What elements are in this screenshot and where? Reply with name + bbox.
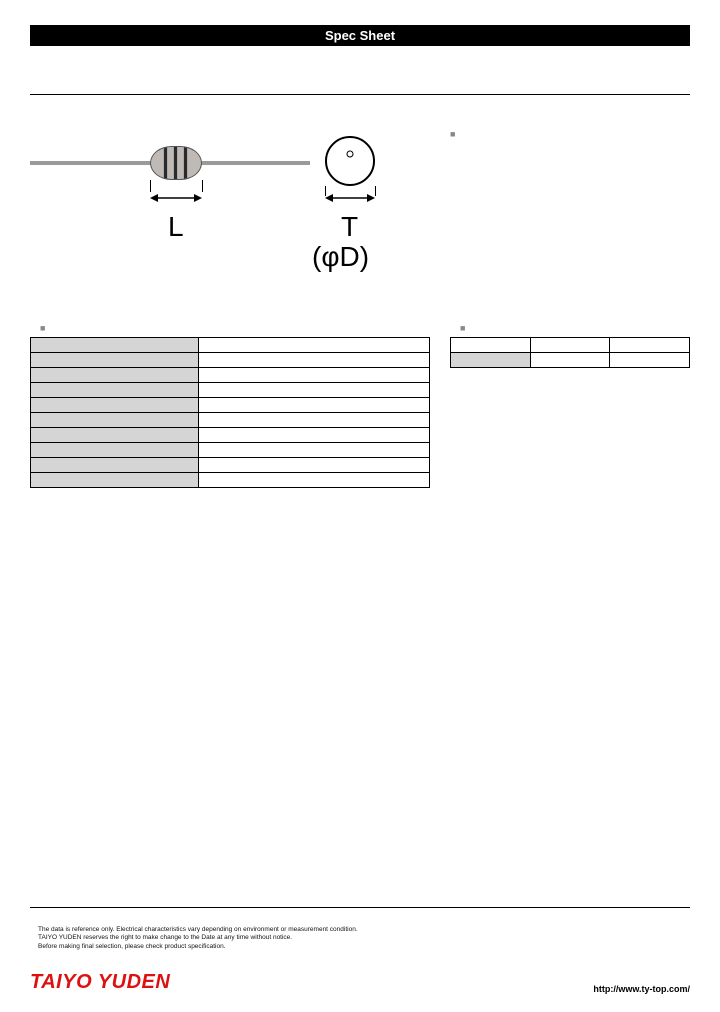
packaging-table bbox=[450, 337, 690, 368]
table-row bbox=[31, 458, 430, 473]
component-body bbox=[150, 146, 202, 180]
cell-val bbox=[198, 338, 429, 353]
dimension-L-arrow bbox=[150, 191, 202, 205]
title-bar: Spec Sheet bbox=[30, 25, 690, 46]
cell-key bbox=[31, 458, 199, 473]
table-row bbox=[31, 428, 430, 443]
cell-header bbox=[451, 338, 531, 353]
cell-key bbox=[31, 398, 199, 413]
upper-row: L T (φD) ■ bbox=[30, 123, 690, 313]
cell-key bbox=[31, 383, 199, 398]
disclaimer-line: Before making final selection, please ch… bbox=[38, 943, 690, 951]
tables-row: ■ ■ bbox=[30, 323, 690, 488]
color-band-3 bbox=[183, 147, 188, 179]
table-row bbox=[31, 338, 430, 353]
electrical-spec-block: ■ bbox=[30, 323, 430, 488]
color-band-2 bbox=[173, 147, 178, 179]
cell-val bbox=[530, 353, 610, 368]
component-diagram: L T (φD) bbox=[30, 123, 430, 313]
disclaimer-text: The data is reference only. Electrical c… bbox=[38, 926, 690, 951]
cell-val bbox=[198, 473, 429, 488]
divider-top bbox=[30, 94, 690, 95]
color-band-1 bbox=[163, 147, 168, 179]
packaging-block: ■ bbox=[450, 323, 690, 488]
cell-val bbox=[198, 413, 429, 428]
disclaimer-line: The data is reference only. Electrical c… bbox=[38, 926, 690, 934]
footer: The data is reference only. Electrical c… bbox=[30, 907, 690, 994]
cell-val bbox=[198, 383, 429, 398]
cell-header bbox=[530, 338, 610, 353]
dimension-spec-block: ■ bbox=[450, 123, 690, 313]
cell-key bbox=[31, 353, 199, 368]
brand-row: TAIYO YUDEN http://www.ty-top.com/ bbox=[30, 971, 690, 994]
cell-key bbox=[31, 338, 199, 353]
cell-key bbox=[31, 443, 199, 458]
cell-key bbox=[31, 428, 199, 443]
label-D: (φD) bbox=[312, 241, 369, 273]
dimension-T-arrow bbox=[325, 191, 375, 205]
electrical-spec-table bbox=[30, 337, 430, 488]
table-row bbox=[31, 473, 430, 488]
bullet-icon: ■ bbox=[40, 323, 430, 333]
tick bbox=[202, 180, 203, 192]
bullet-icon: ■ bbox=[460, 323, 690, 333]
cell-val bbox=[198, 398, 429, 413]
table-row bbox=[31, 368, 430, 383]
table-row bbox=[31, 383, 430, 398]
tick bbox=[375, 186, 376, 196]
table-row bbox=[451, 338, 690, 353]
cell-val bbox=[610, 353, 690, 368]
table-row bbox=[31, 353, 430, 368]
brand-logo: TAIYO YUDEN bbox=[30, 971, 170, 994]
cell-key bbox=[31, 473, 199, 488]
bullet-icon: ■ bbox=[450, 129, 690, 139]
label-T: T bbox=[341, 211, 358, 243]
table-row bbox=[451, 353, 690, 368]
cell-val bbox=[198, 428, 429, 443]
table-row bbox=[31, 398, 430, 413]
cell-val bbox=[198, 443, 429, 458]
cell-key bbox=[31, 368, 199, 383]
cell-header bbox=[610, 338, 690, 353]
end-view-circle bbox=[325, 136, 375, 186]
divider-bottom bbox=[30, 907, 690, 908]
disclaimer-line: TAIYO YUDEN reserves the right to make c… bbox=[38, 934, 690, 942]
table-row bbox=[31, 413, 430, 428]
table-row bbox=[31, 443, 430, 458]
lead-hole bbox=[347, 151, 354, 158]
cell-val bbox=[198, 353, 429, 368]
cell-val bbox=[198, 368, 429, 383]
cell-val bbox=[198, 458, 429, 473]
website-url: http://www.ty-top.com/ bbox=[593, 984, 690, 994]
cell-key bbox=[451, 353, 531, 368]
cell-key bbox=[31, 413, 199, 428]
label-L: L bbox=[168, 211, 184, 243]
